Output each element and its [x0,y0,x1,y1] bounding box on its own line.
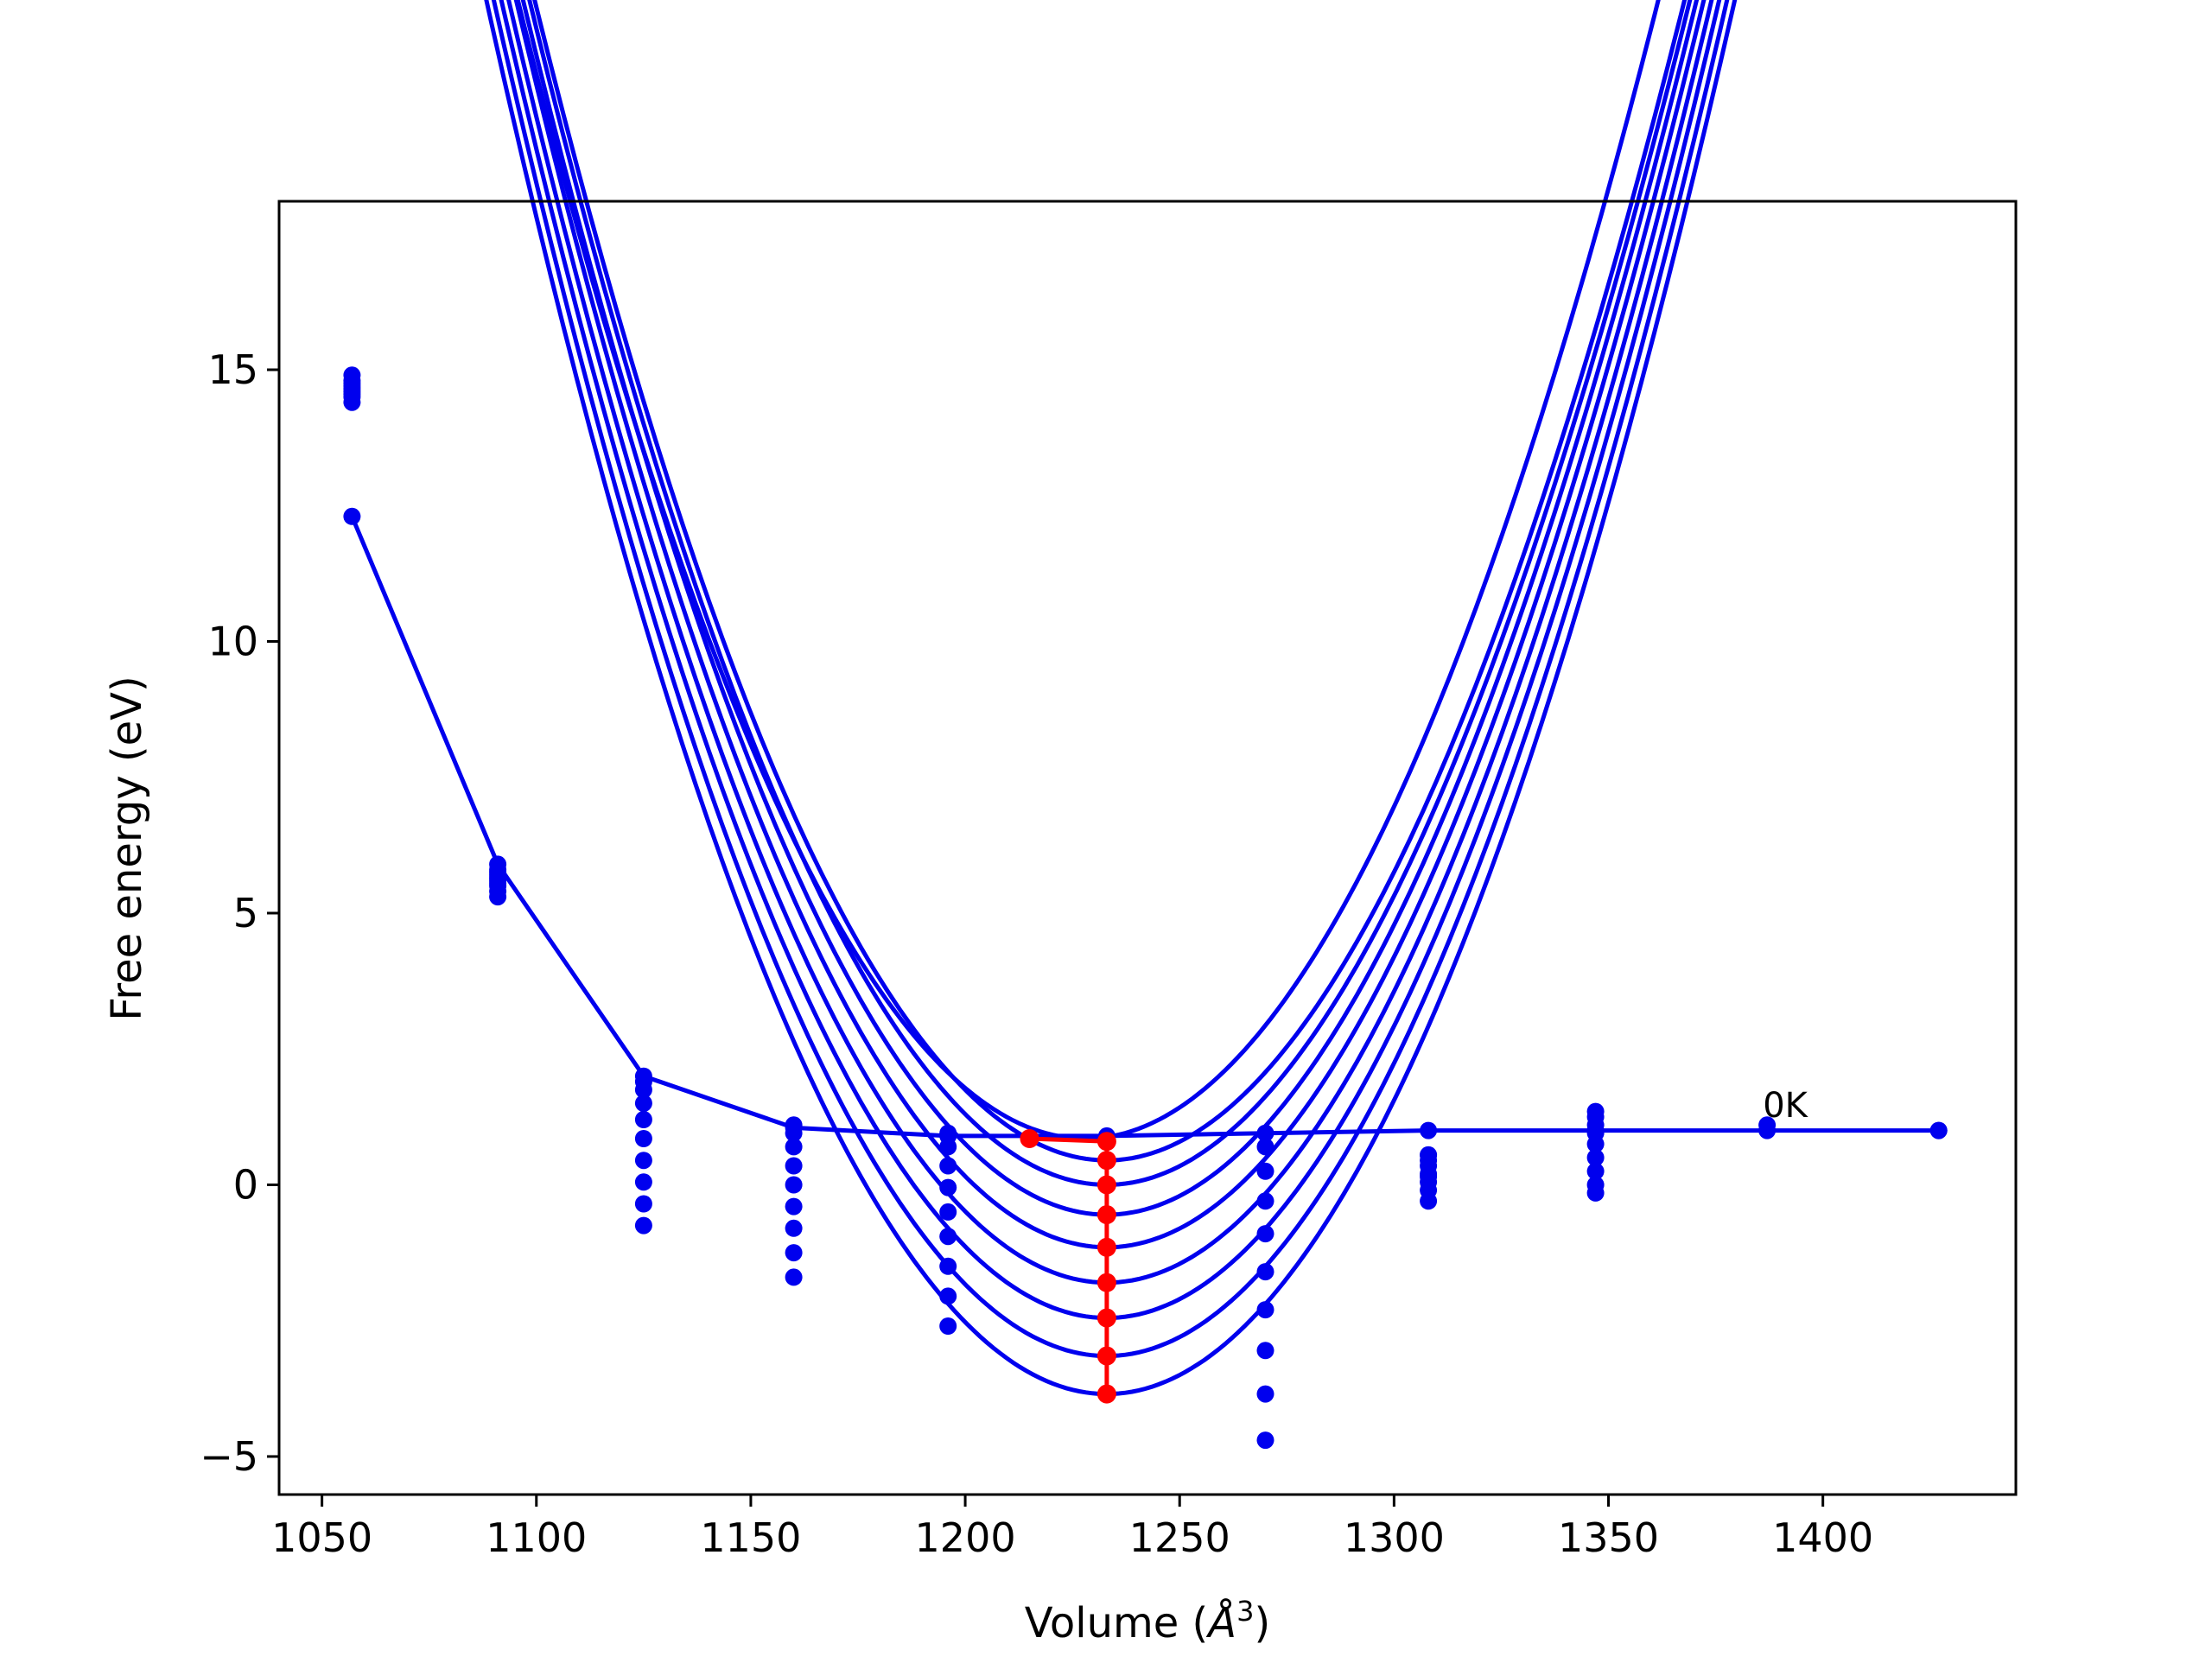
y-axis-label: Free energy (eV) [103,676,151,1020]
zero-k-point-4 [785,1119,803,1137]
x-axis-label-unit: Å [1205,1598,1236,1647]
equilibrium-point-6 [1096,1205,1116,1225]
equilibrium-point-3 [1096,1308,1116,1328]
data-point-s8-8 [1420,1168,1438,1185]
equilibrium-point-1 [1096,1384,1116,1404]
data-point-s6-3 [634,1111,652,1128]
data-point-s4-7 [1256,1301,1274,1319]
data-point-s7-3 [634,1095,652,1113]
x-tick-label-1250: 1250 [1129,1514,1230,1561]
fit-curve-2 [491,0,1730,1359]
x-tick-label-1350: 1350 [1558,1514,1659,1561]
fit-curve-1 [484,0,1738,1397]
y-tick-label-2: 5 [233,890,258,936]
zero-k-point-3 [634,1067,652,1085]
data-point-s7-5 [939,1157,957,1175]
fit-curve-5 [513,0,1707,1250]
fit-curve-3 [499,0,1722,1321]
zero-k-point-7 [1256,1124,1274,1142]
zero-k-point-9 [1586,1121,1605,1139]
data-point-s1-7 [1256,1431,1274,1450]
equilibrium-point-5 [1096,1237,1116,1257]
data-point-s7-9 [1586,1162,1605,1180]
zero-k-point-8 [1420,1121,1438,1139]
y-tick-label-1: 0 [233,1161,258,1208]
data-point-s7-4 [785,1138,803,1156]
y-tick-label-0: −5 [200,1433,258,1480]
data-point-s4-3 [634,1152,652,1170]
y-tick-label-4: 15 [207,346,258,393]
fit-curve-6 [520,0,1700,1217]
data-point-s8-7 [1256,1162,1274,1180]
zero-k-point-1 [343,507,361,525]
fit-curve-7 [527,0,1693,1188]
equilibrium-point-8 [1096,1151,1116,1171]
data-point-s4-4 [785,1197,803,1216]
data-point-s9-1 [343,366,361,384]
y-axis: −5 0 5 10 15 [200,346,279,1480]
data-point-s6-4 [785,1157,803,1175]
x-tick-label-1050: 1050 [271,1514,372,1561]
data-point-s5-3 [634,1130,652,1147]
data-point-s2-5 [939,1287,957,1305]
zero-k-point-5 [939,1127,957,1145]
data-point-s1-4 [785,1268,803,1286]
x-axis-label-sup: 3 [1236,1595,1254,1628]
equilibrium-point-7 [1096,1175,1116,1195]
equilibrium-point-9 [1096,1132,1116,1152]
data-points [343,366,1948,1450]
data-point-s2-7 [1256,1385,1274,1403]
data-point-s3-5 [939,1257,957,1275]
x-tick-label-1150: 1150 [700,1514,801,1561]
zero-k-line [350,515,1939,1139]
x-axis: 1050 1100 1150 1200 1250 1300 1350 1400 [271,1495,1873,1561]
equilibrium-point-2 [1096,1346,1116,1366]
x-axis-label: Volume (Å3) [1025,1595,1270,1647]
x-tick-label-1300: 1300 [1344,1514,1445,1561]
data-point-s9-9 [1586,1184,1605,1202]
x-tick-label-1200: 1200 [915,1514,1016,1561]
zero-k-point-2 [489,855,507,873]
data-point-s3-7 [1256,1342,1274,1360]
data-point-s9-8 [1420,1146,1438,1164]
x-tick-label-1400: 1400 [1772,1514,1873,1561]
equilibrium-point-4 [1096,1273,1116,1292]
data-point-s1-3 [634,1216,652,1235]
data-point-s2-4 [785,1244,803,1262]
fit-curve-9 [515,0,1661,1141]
fit-curve-4 [506,0,1714,1285]
zero-k-point-11 [1929,1121,1948,1139]
equilibrium-point-10 [1020,1129,1039,1148]
fit-curve-8 [532,0,1688,1163]
data-point-s1-5 [939,1317,957,1335]
zero-k-point-10 [1758,1121,1777,1139]
data-point-s5-7 [1256,1263,1274,1281]
plot-frame [277,200,2018,1496]
data-point-s9-7 [1256,1138,1274,1156]
data-point-s7-7 [1256,1192,1274,1210]
data-point-s5-4 [785,1176,803,1194]
data-point-s2-3 [634,1195,652,1213]
data-point-s3-4 [785,1219,803,1237]
y-tick-label-3: 10 [207,618,258,664]
data-point-s6-9 [1586,1149,1605,1166]
x-axis-label-main: Volume ( [1025,1599,1209,1647]
annotation-0k: 0K [1763,1086,1808,1126]
data-point-s4-5 [939,1228,957,1246]
data-point-s5-9 [1586,1135,1605,1153]
data-point-s5-5 [939,1203,957,1221]
data-point-s6-5 [939,1178,957,1196]
x-axis-label-close: ) [1254,1599,1270,1647]
data-point-s3-3 [634,1173,652,1191]
equilibrium-path [1020,1129,1116,1404]
data-point-s6-7 [1256,1225,1274,1243]
x-tick-label-1100: 1100 [486,1514,587,1561]
data-point-s7-8 [1420,1192,1438,1210]
fit-curves [350,0,1939,1397]
